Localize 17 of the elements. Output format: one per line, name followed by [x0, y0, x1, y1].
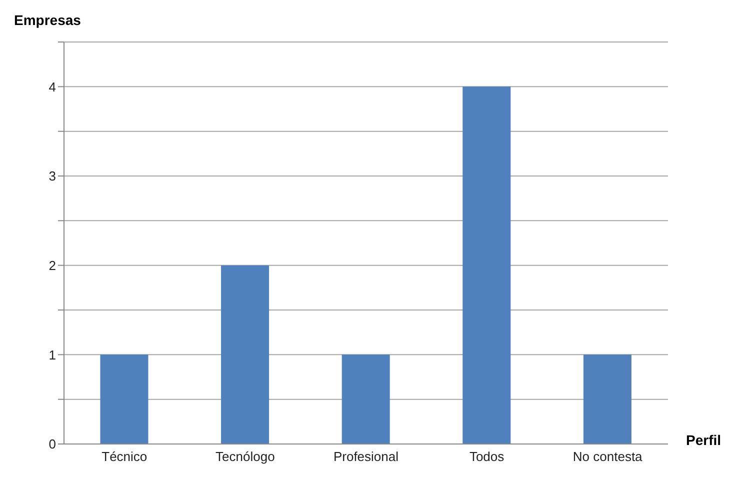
bar [100, 354, 148, 444]
bar [221, 265, 270, 444]
x-tick-label: Todos [469, 449, 505, 464]
x-tick-label: Profesional [333, 449, 399, 464]
x-tick-label: No contesta [572, 449, 644, 464]
bar [583, 354, 632, 444]
bar [342, 354, 390, 444]
x-axis-title: Perfil [686, 432, 722, 448]
x-tick-label: Técnico [102, 449, 148, 464]
x-tick-label: Tecnólogo [216, 449, 275, 464]
bar [462, 86, 511, 444]
y-tick-label: 0 [48, 436, 56, 452]
y-axis-title: Empresas [14, 12, 81, 28]
y-tick-label: 4 [48, 79, 56, 94]
y-tick-label: 3 [48, 168, 56, 184]
y-tick-label: 1 [48, 347, 56, 362]
y-tick-label: 2 [48, 258, 56, 273]
